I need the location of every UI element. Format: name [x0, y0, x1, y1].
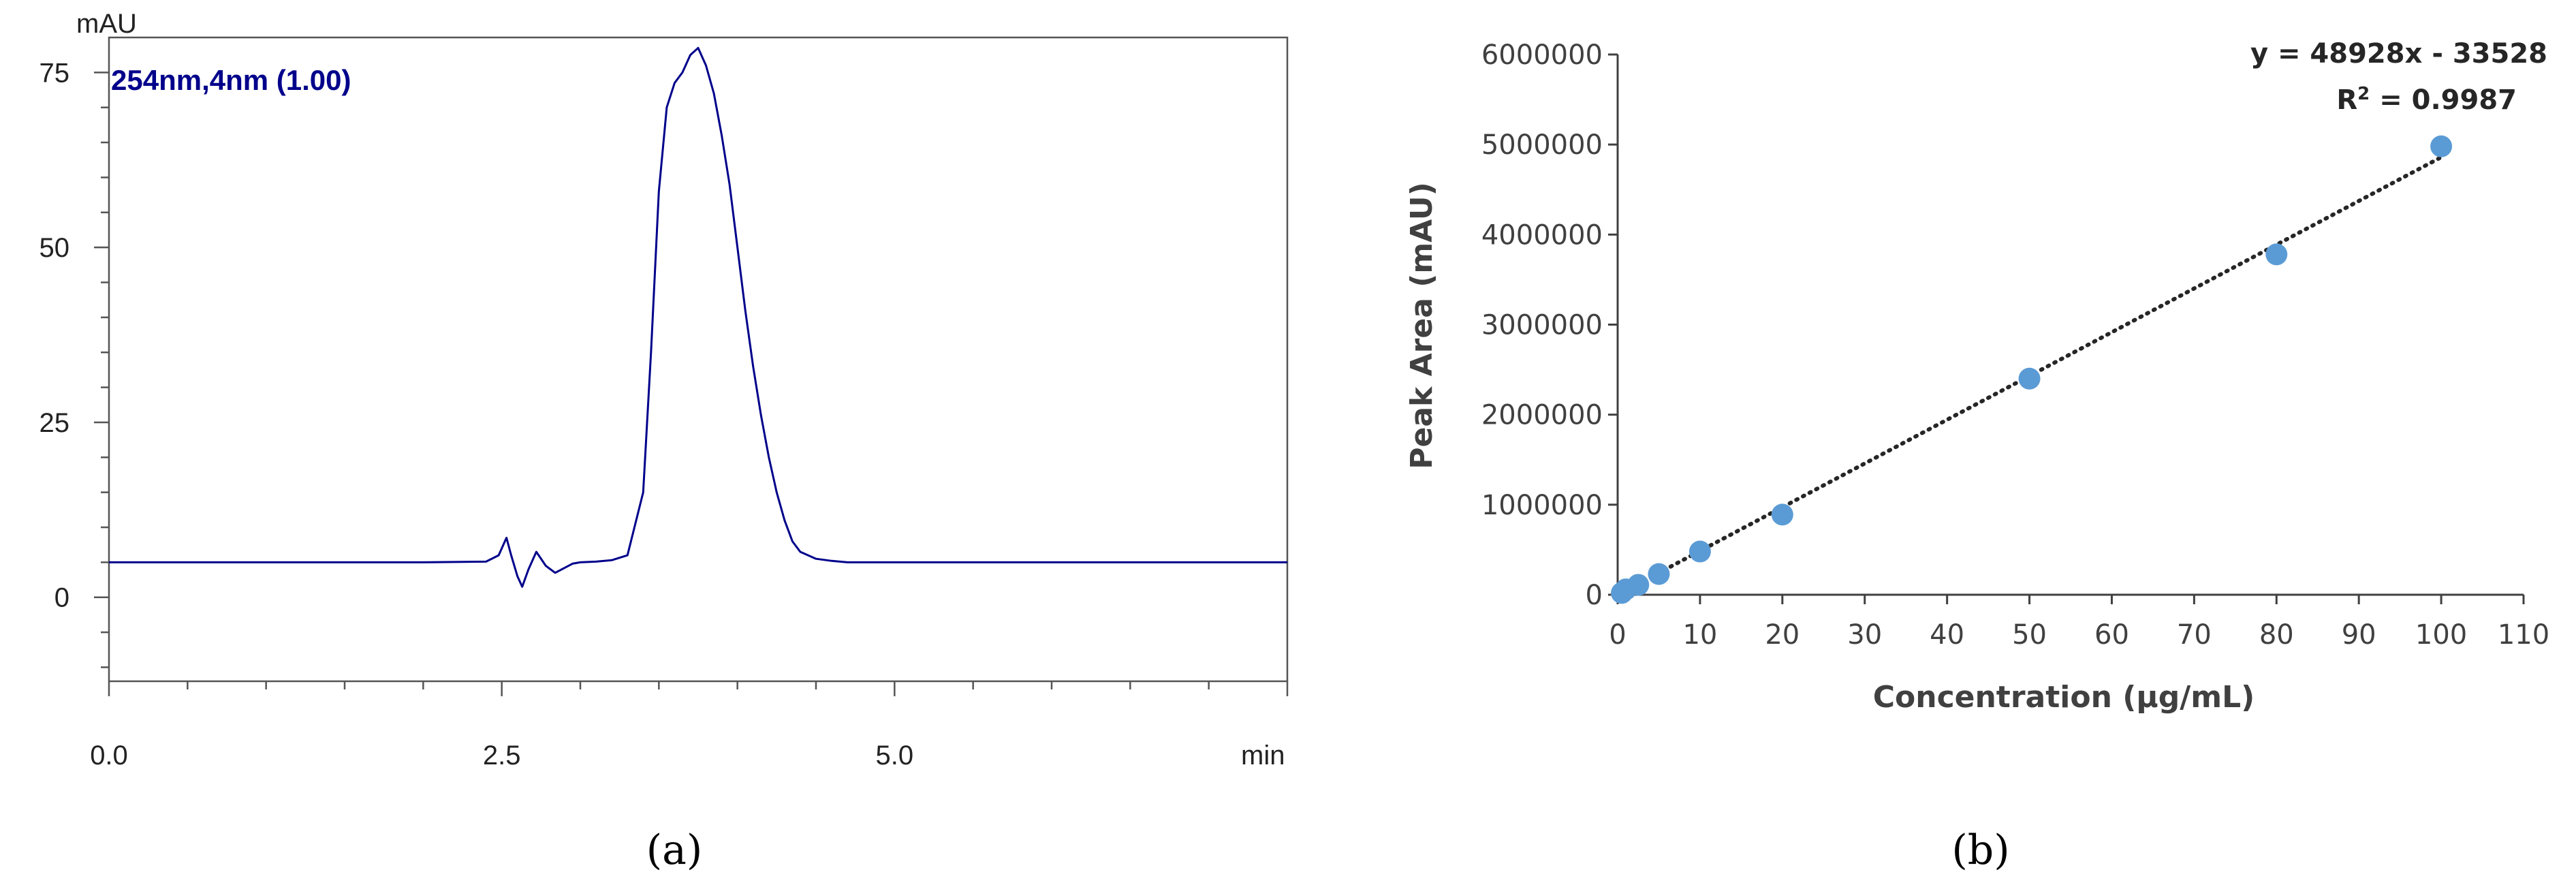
x-tick-label: 0.0: [90, 741, 128, 771]
chromatogram-tick-labels: 0 25 50 75 0.0 2.5 5.0: [40, 58, 914, 771]
x-tick-label: 100: [2415, 619, 2467, 651]
calibration-y-axis-title: Peak Area (mAU): [1404, 182, 1439, 469]
y-tick-label: 1000000: [1481, 490, 1603, 521]
chromatogram-y-axis-label: mAU: [76, 9, 137, 39]
y-tick-label: 2000000: [1481, 400, 1603, 431]
data-point: [1627, 574, 1650, 596]
r-squared-label: R2 = 0.9987: [2336, 84, 2517, 116]
x-tick-label: 40: [1930, 619, 1964, 651]
chromatogram-panel: 0 25 50 75 0.0 2.5 5.0 mAU min 254nm,4nm (1.00…: [40, 9, 1289, 874]
y-tick-label: 5000000: [1481, 129, 1603, 161]
x-tick-label: 2.5: [483, 741, 521, 771]
data-point: [2018, 367, 2041, 390]
x-tick-label: 80: [2259, 619, 2294, 651]
chromatogram-minor-ticks: [94, 72, 1289, 696]
panel-b-label: (b): [1951, 826, 2009, 874]
x-tick-label: 20: [1765, 619, 1800, 651]
y-tick-label: 3000000: [1481, 310, 1603, 341]
x-tick-label: 60: [2094, 619, 2129, 651]
x-tick-label: 5.0: [876, 741, 914, 771]
data-point: [1771, 503, 1793, 526]
x-tick-label: 0: [1609, 619, 1626, 651]
x-tick-label: 10: [1682, 619, 1717, 651]
x-tick-label: 70: [2177, 619, 2212, 651]
calibration-x-axis-title: Concentration (µg/mL): [1873, 680, 2255, 715]
data-point: [1688, 540, 1711, 563]
y-tick-label: 4000000: [1481, 219, 1603, 251]
y-tick-label: 75: [40, 58, 70, 88]
y-tick-label: 0: [1586, 580, 1603, 611]
y-tick-label: 6000000: [1481, 40, 1603, 71]
y-tick-label: 50: [40, 233, 70, 263]
x-tick-label: 110: [2498, 619, 2549, 651]
y-tick-label: 25: [40, 408, 70, 438]
x-tick-label: 50: [2012, 619, 2047, 651]
calibration-data-points: [1611, 135, 2453, 604]
chromatogram-trace: [109, 46, 1287, 588]
y-tick-label: 0: [54, 583, 69, 613]
chromatogram-signal-label: 254nm,4nm (1.00): [111, 64, 351, 96]
chromatogram-plot-frame: [108, 36, 1289, 683]
data-point: [2430, 135, 2453, 157]
x-tick-label: 90: [2342, 619, 2376, 651]
chromatogram-x-axis-label: min: [1241, 741, 1285, 771]
data-point: [1648, 563, 1670, 585]
data-point: [2265, 243, 2288, 266]
x-tick-label: 30: [1847, 619, 1882, 651]
calibration-ticks: 0 1000000 2000000 3000000 4000000 5000000 6000…: [1481, 40, 2549, 651]
panel-a-label: (a): [646, 826, 703, 874]
calibration-panel: 0 1000000 2000000 3000000 4000000 5000000 6000…: [1404, 38, 2549, 874]
regression-equation: y = 48928x - 33528: [2250, 38, 2547, 69]
